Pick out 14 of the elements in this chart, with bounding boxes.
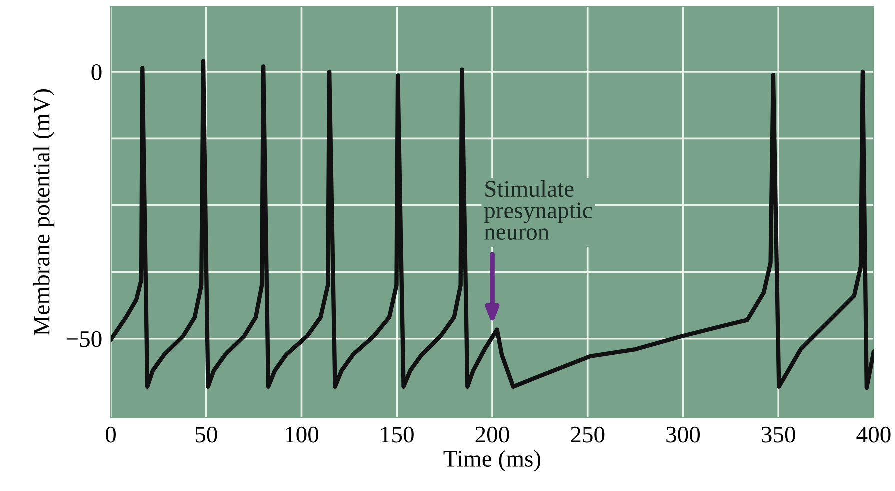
y-axis-title: Membrane potential (mV) bbox=[33, 89, 55, 336]
annotation: Stimulate presynaptic neuron bbox=[484, 180, 592, 240]
y-tick-label: −50 bbox=[66, 331, 102, 348]
x-tick-label: 250 bbox=[571, 426, 605, 443]
x-tick-label: 150 bbox=[381, 426, 414, 443]
x-tick-label: 50 bbox=[196, 426, 218, 443]
x-tick-label: 300 bbox=[666, 426, 700, 443]
line-series bbox=[110, 59, 874, 390]
x-tick-label: 400 bbox=[856, 426, 891, 443]
x-axis-title: Time (ms) bbox=[444, 450, 541, 472]
x-tick-label: 0 bbox=[106, 426, 116, 443]
x-tick-label: 200 bbox=[476, 426, 510, 443]
x-tick-label: 100 bbox=[286, 426, 319, 443]
x-tick-label: 350 bbox=[762, 426, 796, 443]
